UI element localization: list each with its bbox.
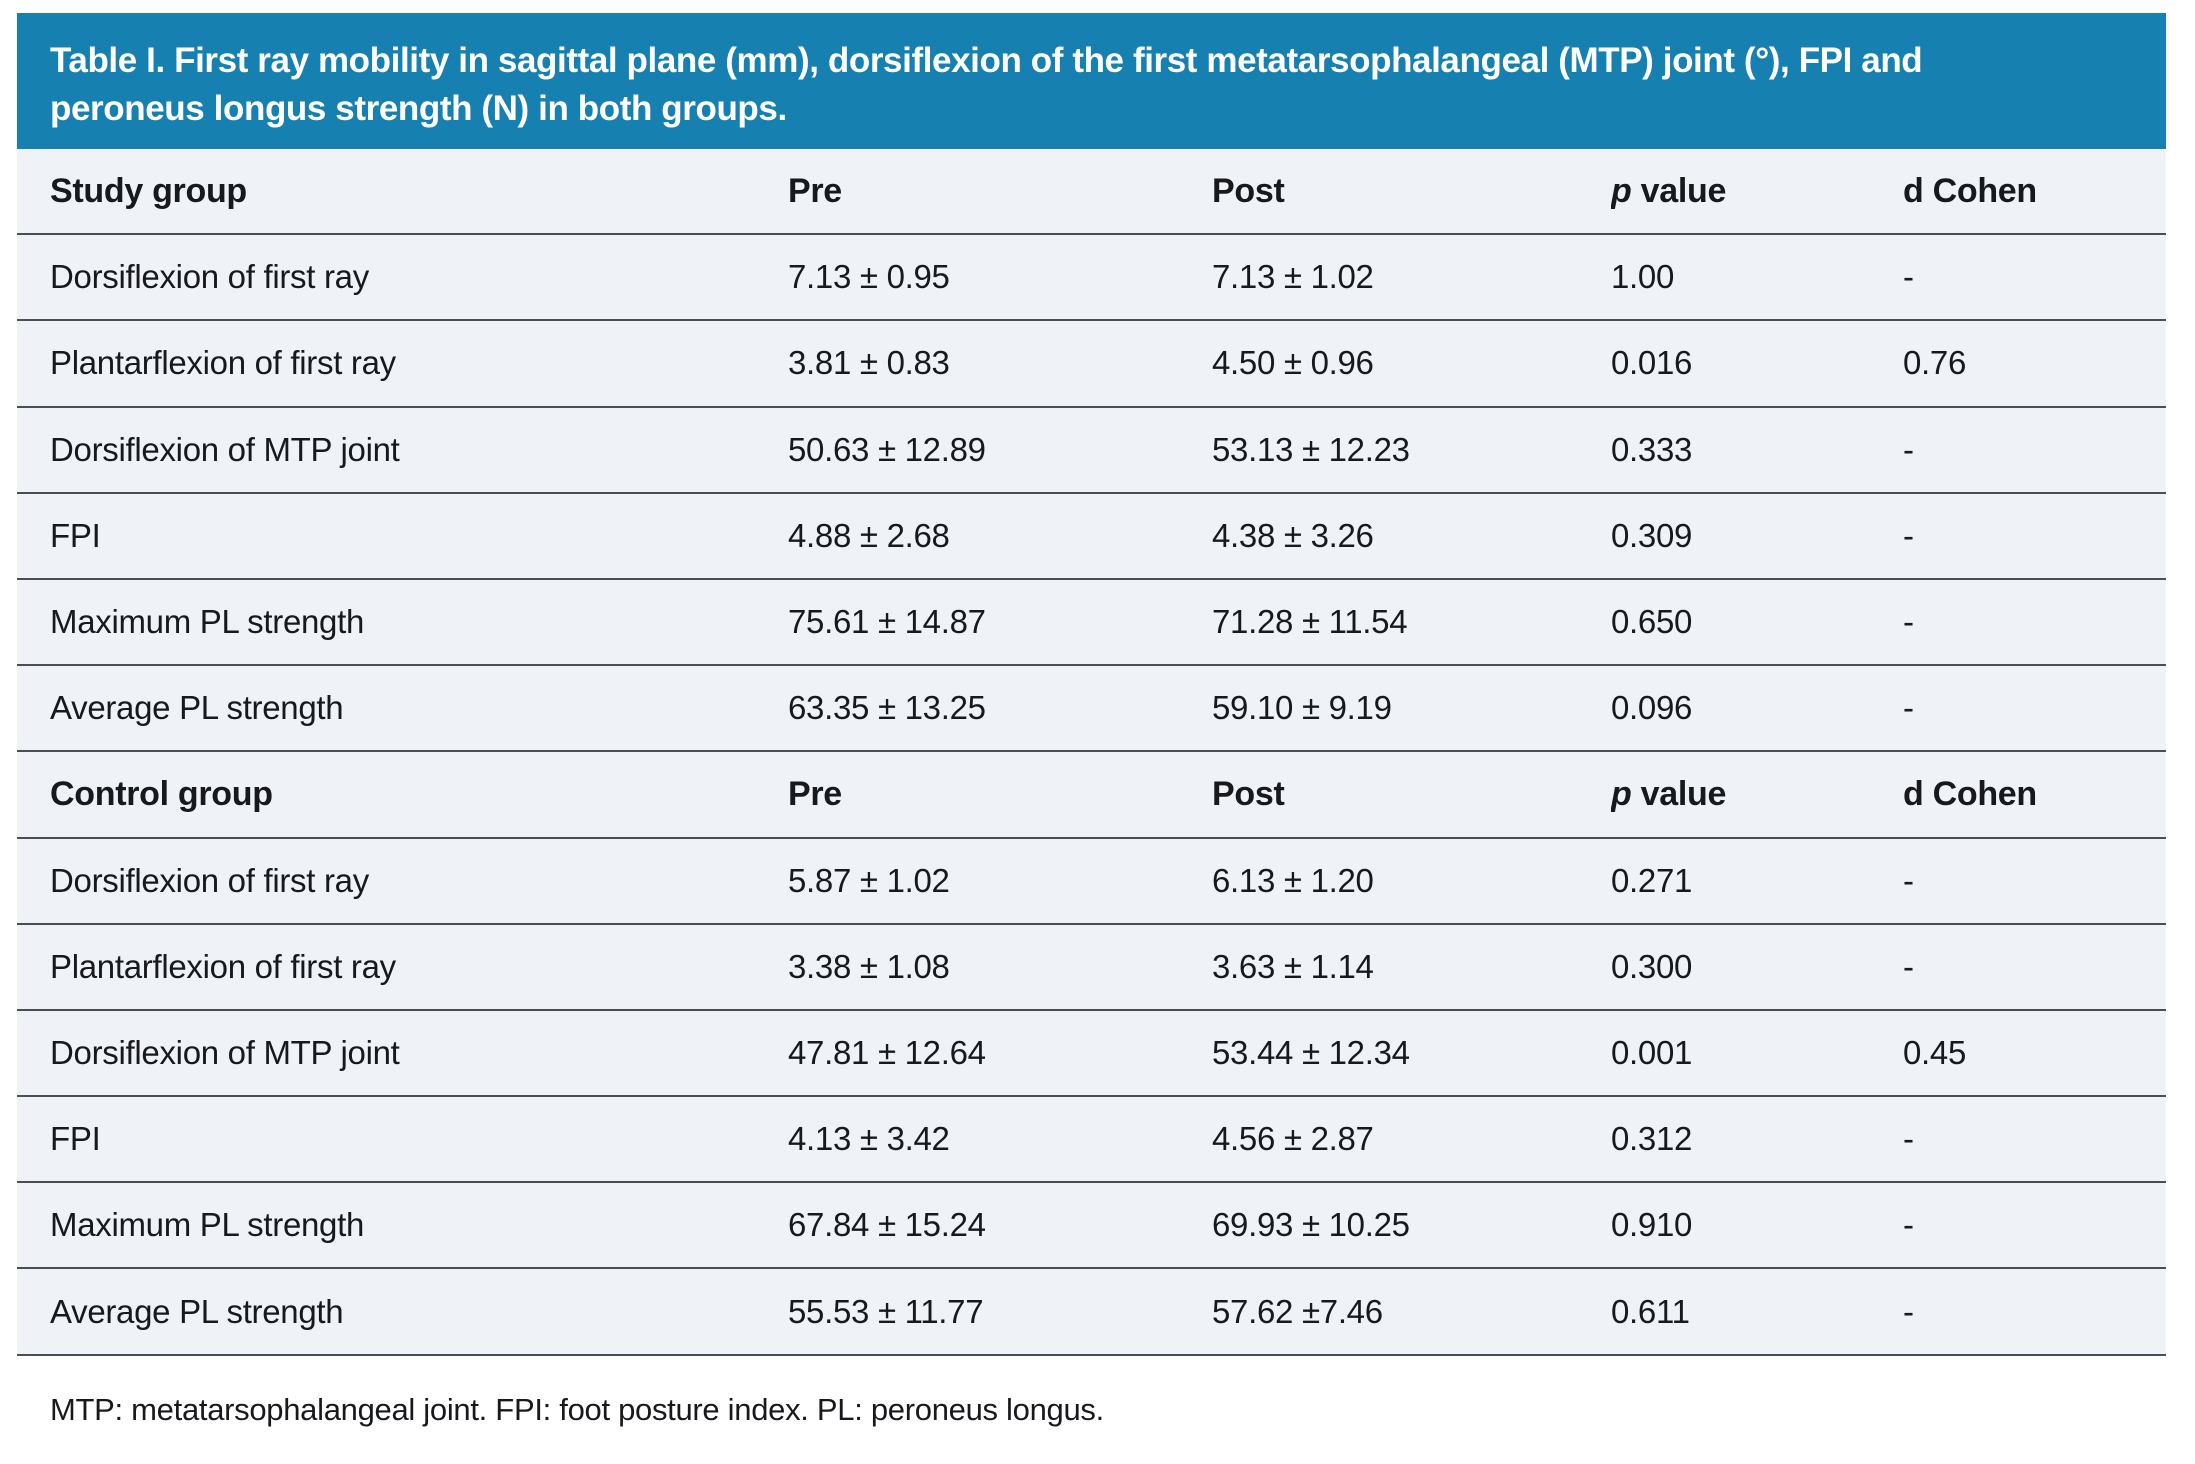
d-cohen-cell: -: [1903, 234, 2166, 322]
pre-cell: 47.81 ± 12.64: [788, 1009, 1212, 1098]
row-label-cell: Dorsiflexion of first ray: [17, 234, 788, 322]
p-value-cell: 0.910: [1611, 1182, 1903, 1270]
d-cohen-cell: -: [1903, 578, 2166, 667]
d-cohen-cell: -: [1903, 1182, 2166, 1270]
column-header-p-value: p value: [1611, 751, 1903, 839]
table-title-bar: Table I. First ray mobility in sagittal …: [17, 13, 2166, 149]
d-cohen-cell: -: [1903, 492, 2166, 580]
row-label-cell: Average PL strength: [17, 665, 788, 753]
post-cell: 69.93 ± 10.25: [1212, 1182, 1611, 1270]
post-cell: 4.56 ± 2.87: [1212, 1096, 1611, 1184]
column-header-control-group: Control group: [17, 751, 788, 839]
p-value-cell: 0.650: [1611, 578, 1903, 667]
column-header-pre: Pre: [788, 751, 1212, 839]
table-row: Plantarflexion of first ray 3.81 ± 0.83 …: [17, 320, 2166, 408]
p-value-cell: 0.611: [1611, 1268, 1903, 1356]
p-value-cell: 0.001: [1611, 1009, 1903, 1098]
table-row: FPI 4.88 ± 2.68 4.38 ± 3.26 0.309 -: [17, 492, 2166, 580]
post-cell: 4.38 ± 3.26: [1212, 492, 1611, 580]
pre-cell: 50.63 ± 12.89: [788, 406, 1212, 494]
column-header-d-cohen: d Cohen: [1903, 149, 2166, 236]
results-table: Study group Pre Post p value d Cohen Dor…: [17, 149, 2166, 1356]
post-cell: 7.13 ± 1.02: [1212, 234, 1611, 322]
column-header-post: Post: [1212, 149, 1611, 236]
column-header-post: Post: [1212, 751, 1611, 839]
row-label-cell: Dorsiflexion of MTP joint: [17, 406, 788, 494]
table-row: Plantarflexion of first ray 3.38 ± 1.08 …: [17, 923, 2166, 1011]
row-label-cell: Dorsiflexion of first ray: [17, 837, 788, 925]
post-cell: 53.13 ± 12.23: [1212, 406, 1611, 494]
column-header-d-cohen: d Cohen: [1903, 751, 2166, 839]
pre-cell: 3.81 ± 0.83: [788, 320, 1212, 408]
post-cell: 57.62 ±7.46: [1212, 1268, 1611, 1356]
d-cohen-cell: -: [1903, 1096, 2166, 1184]
table-title-line1: Table I. First ray mobility in sagittal …: [50, 41, 1923, 80]
section-header-row-study: Study group Pre Post p value d Cohen: [17, 149, 2166, 236]
table-title-line2: peroneus longus strength (N) in both gro…: [50, 89, 787, 128]
section-header-row-control: Control group Pre Post p value d Cohen: [17, 751, 2166, 839]
row-label-cell: FPI: [17, 1096, 788, 1184]
table-row: Maximum PL strength 67.84 ± 15.24 69.93 …: [17, 1182, 2166, 1270]
row-label-cell: Plantarflexion of first ray: [17, 320, 788, 408]
row-label-cell: FPI: [17, 492, 788, 580]
d-cohen-cell: 0.45: [1903, 1009, 2166, 1098]
pre-cell: 55.53 ± 11.77: [788, 1268, 1212, 1356]
post-cell: 59.10 ± 9.19: [1212, 665, 1611, 753]
table-row: FPI 4.13 ± 3.42 4.56 ± 2.87 0.312 -: [17, 1096, 2166, 1184]
column-header-p-value: p value: [1611, 149, 1903, 236]
column-header-study-group: Study group: [17, 149, 788, 236]
row-label-cell: Average PL strength: [17, 1268, 788, 1356]
table-title: Table I. First ray mobility in sagittal …: [50, 37, 2136, 133]
d-cohen-cell: 0.76: [1903, 320, 2166, 408]
table-row: Dorsiflexion of MTP joint 47.81 ± 12.64 …: [17, 1009, 2166, 1098]
pre-cell: 4.88 ± 2.68: [788, 492, 1212, 580]
post-cell: 71.28 ± 11.54: [1212, 578, 1611, 667]
pre-cell: 7.13 ± 0.95: [788, 234, 1212, 322]
p-stat-symbol: p: [1611, 774, 1632, 813]
post-cell: 53.44 ± 12.34: [1212, 1009, 1611, 1098]
p-value-cell: 0.312: [1611, 1096, 1903, 1184]
p-value-cell: 0.271: [1611, 837, 1903, 925]
p-value-cell: 0.309: [1611, 492, 1903, 580]
post-cell: 6.13 ± 1.20: [1212, 837, 1611, 925]
d-cohen-cell: -: [1903, 665, 2166, 753]
p-stat-symbol: p: [1611, 171, 1632, 210]
p-value-cell: 0.333: [1611, 406, 1903, 494]
row-label-cell: Plantarflexion of first ray: [17, 923, 788, 1011]
table-row: Dorsiflexion of first ray 5.87 ± 1.02 6.…: [17, 837, 2166, 925]
table-row: Average PL strength 55.53 ± 11.77 57.62 …: [17, 1268, 2166, 1356]
pre-cell: 5.87 ± 1.02: [788, 837, 1212, 925]
p-value-cell: 0.096: [1611, 665, 1903, 753]
pre-cell: 4.13 ± 3.42: [788, 1096, 1212, 1184]
p-value-cell: 0.016: [1611, 320, 1903, 408]
row-label-cell: Dorsiflexion of MTP joint: [17, 1009, 788, 1098]
d-cohen-cell: -: [1903, 1268, 2166, 1356]
row-label-cell: Maximum PL strength: [17, 578, 788, 667]
d-cohen-cell: -: [1903, 406, 2166, 494]
column-header-pre: Pre: [788, 149, 1212, 236]
post-cell: 4.50 ± 0.96: [1212, 320, 1611, 408]
pre-cell: 3.38 ± 1.08: [788, 923, 1212, 1011]
table-row: Average PL strength 63.35 ± 13.25 59.10 …: [17, 665, 2166, 753]
pre-cell: 75.61 ± 14.87: [788, 578, 1212, 667]
p-value-cell: 1.00: [1611, 234, 1903, 322]
p-value-word: value: [1631, 171, 1727, 210]
d-cohen-cell: -: [1903, 837, 2166, 925]
d-cohen-cell: -: [1903, 923, 2166, 1011]
table-row: Maximum PL strength 75.61 ± 14.87 71.28 …: [17, 578, 2166, 667]
row-label-cell: Maximum PL strength: [17, 1182, 788, 1270]
p-value-word: value: [1631, 774, 1727, 813]
table-row: Dorsiflexion of first ray 7.13 ± 0.95 7.…: [17, 234, 2166, 322]
p-value-cell: 0.300: [1611, 923, 1903, 1011]
pre-cell: 63.35 ± 13.25: [788, 665, 1212, 753]
table-footnote: MTP: metatarsophalangeal joint. FPI: foo…: [50, 1392, 1104, 1427]
post-cell: 3.63 ± 1.14: [1212, 923, 1611, 1011]
pre-cell: 67.84 ± 15.24: [788, 1182, 1212, 1270]
table-row: Dorsiflexion of MTP joint 50.63 ± 12.89 …: [17, 406, 2166, 494]
